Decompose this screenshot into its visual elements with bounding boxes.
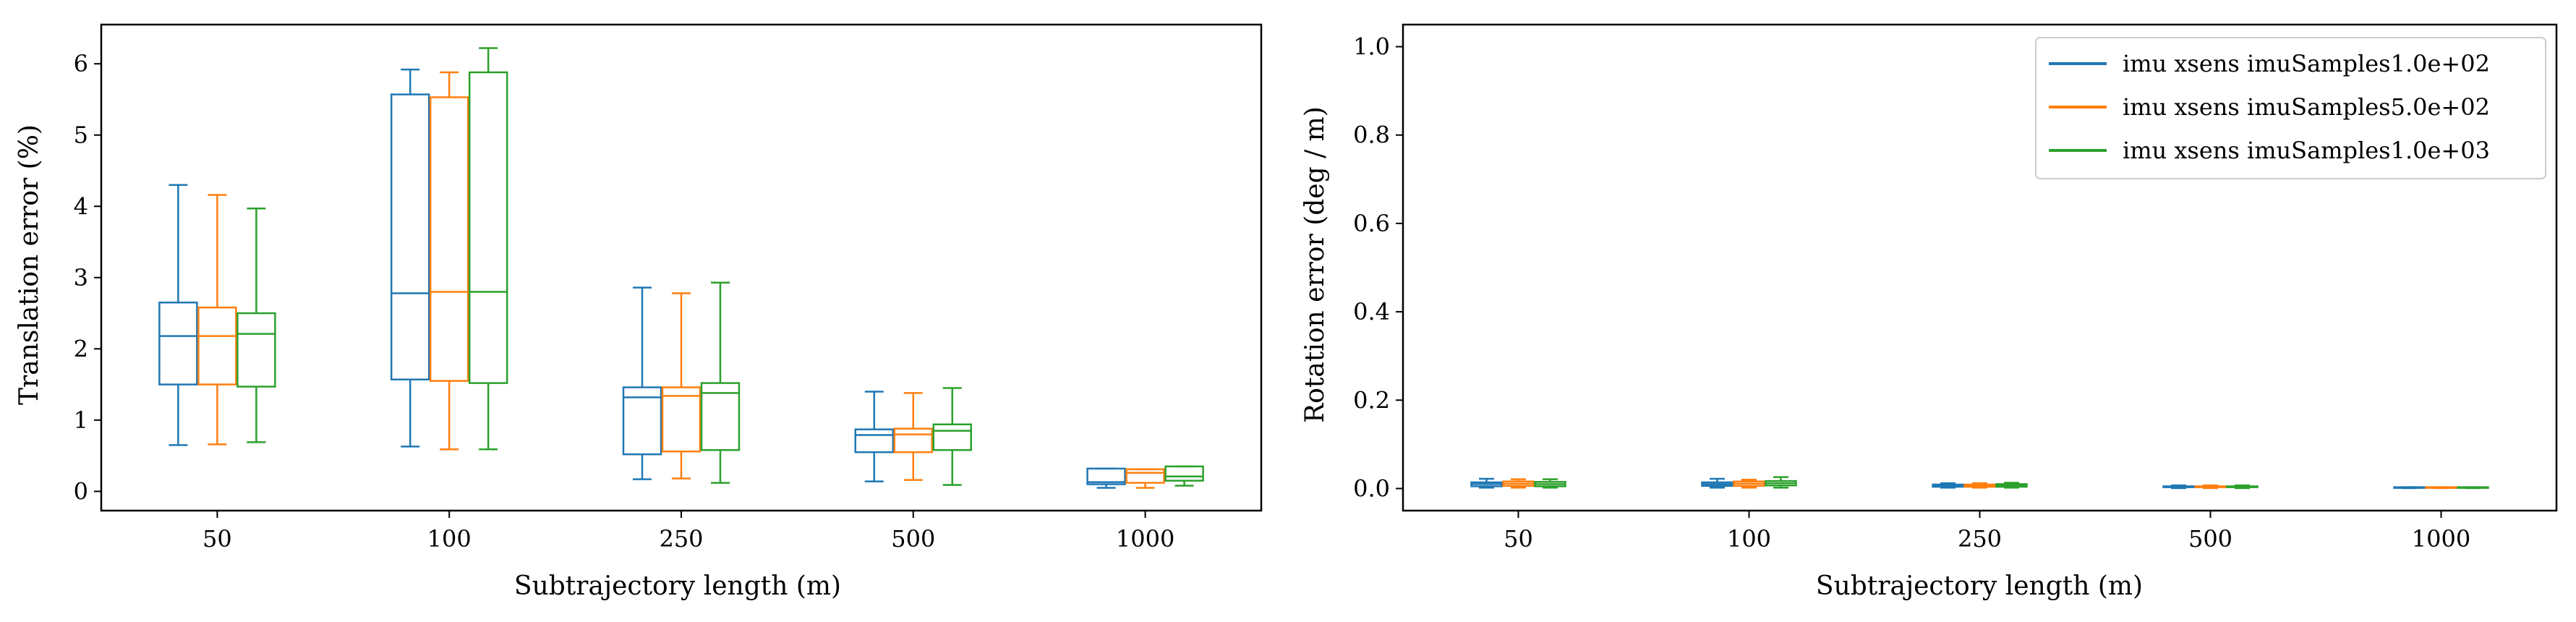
box-2-1: [1765, 476, 1797, 489]
rotation-error-chart: Rotation error (deg / m) Subtrajectory l…: [1300, 23, 2558, 601]
box-iqr: [700, 382, 741, 451]
x-tick-label: 50: [202, 525, 232, 553]
box-1-1: [429, 71, 469, 451]
y-tick-label: 0.6: [1353, 210, 1390, 237]
box-iqr: [468, 71, 508, 384]
y-tick-label: 5: [74, 122, 88, 149]
box-0-4: [2393, 486, 2426, 490]
box-iqr: [661, 386, 701, 453]
translation-error-xlabel: Subtrajectory length (m): [514, 571, 841, 601]
box-0-2: [622, 286, 662, 480]
box-iqr: [429, 96, 469, 382]
x-tick-label: 50: [1504, 525, 1533, 553]
y-tick-label: 4: [74, 192, 88, 220]
y-tick-label: 0.0: [1353, 474, 1390, 502]
legend-frame: [2035, 37, 2546, 179]
x-tick-label: 100: [427, 525, 472, 553]
x-tick-label: 500: [891, 525, 935, 553]
box-1-4: [1125, 468, 1165, 489]
x-tick-label: 1000: [1116, 525, 1174, 553]
box-iqr: [390, 93, 430, 380]
box-0-0: [158, 184, 198, 446]
y-tick-label: 6: [74, 50, 88, 77]
y-tick-label: 1.0: [1353, 33, 1390, 61]
box-2-2: [1995, 482, 2028, 489]
box-1-3: [2194, 484, 2227, 490]
legend-label: imu xsens imuSamples5.0e+02: [2123, 93, 2490, 121]
x-tick-label: 100: [1727, 525, 1771, 553]
box-1-4: [2425, 486, 2457, 490]
legend-label: imu xsens imuSamples1.0e+02: [2123, 50, 2490, 77]
box-iqr: [622, 386, 662, 456]
legend-label: imu xsens imuSamples1.0e+03: [2123, 137, 2490, 164]
box-1-3: [893, 392, 934, 481]
box-iqr: [1164, 465, 1204, 482]
y-tick-label: 3: [74, 264, 88, 291]
x-tick-label: 500: [2188, 525, 2232, 553]
box-2-0: [1534, 478, 1566, 489]
box-0-3: [2162, 484, 2195, 490]
y-tick-label: 0.2: [1353, 386, 1390, 414]
box-iqr: [1125, 468, 1165, 484]
rotation-error-ylabel: Rotation error (deg / m): [1300, 106, 1330, 423]
box-2-0: [236, 207, 276, 443]
rotation-error-xlabel: Subtrajectory length (m): [1816, 571, 2143, 601]
box-0-4: [1086, 467, 1126, 489]
box-1-2: [1963, 482, 1996, 489]
y-tick-label: 1: [74, 406, 88, 434]
x-tick-label: 1000: [2412, 525, 2470, 553]
box-2-4: [1164, 465, 1204, 487]
box-1-1: [1733, 478, 1765, 489]
x-tick-label: 250: [1958, 525, 2002, 553]
box-1-2: [661, 292, 701, 480]
box-0-2: [1932, 482, 1964, 489]
box-0-1: [1701, 477, 1733, 489]
box-2-2: [700, 281, 741, 484]
y-tick-label: 2: [74, 335, 88, 362]
y-tick-label: 0.4: [1353, 298, 1390, 325]
box-0-3: [854, 391, 895, 482]
box-iqr: [854, 428, 895, 453]
box-2-1: [468, 47, 508, 451]
box-2-3: [2226, 484, 2259, 490]
y-tick-label: 0.8: [1353, 122, 1390, 149]
box-0-1: [390, 68, 430, 448]
box-iqr: [932, 423, 973, 451]
box-iqr: [236, 312, 276, 388]
box-1-0: [197, 194, 237, 446]
box-iqr: [158, 302, 198, 385]
box-2-4: [2457, 486, 2489, 490]
box-2-3: [932, 387, 973, 486]
box-iqr: [893, 427, 934, 453]
legend: imu xsens imuSamples1.0e+02 imu xsens imu…: [2035, 37, 2546, 179]
x-tick-label: 250: [659, 525, 703, 553]
box-iqr: [197, 306, 237, 385]
translation-error-ylabel: Translation error (%): [14, 124, 44, 405]
box-1-0: [1502, 478, 1535, 489]
translation-error-chart: Translation error (%) Subtrajectory leng…: [14, 23, 1263, 601]
box-iqr: [1086, 467, 1126, 485]
box-0-0: [1470, 477, 1503, 489]
y-tick-label: 0: [74, 477, 88, 505]
